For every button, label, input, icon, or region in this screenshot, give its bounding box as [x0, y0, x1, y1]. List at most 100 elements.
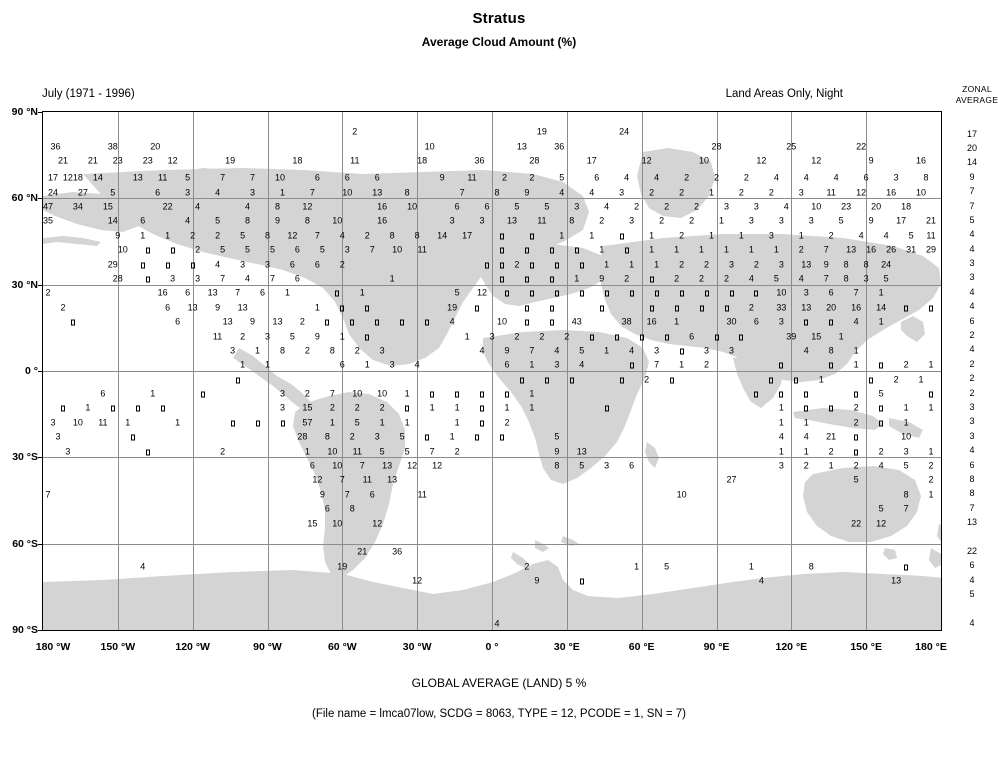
- map-cell-value: 5: [404, 446, 410, 457]
- map-cell-value: 5: [354, 417, 360, 428]
- map-cell-value: [879, 404, 884, 413]
- map-cell-value: 2: [828, 230, 834, 241]
- map-cell-value: 4: [579, 359, 585, 370]
- zero-value-glyph: [430, 391, 435, 398]
- map-cell-value: 12: [412, 575, 423, 586]
- map-cell-value: 9: [314, 331, 320, 341]
- map-cell-value: 1: [150, 388, 156, 399]
- longitude-tick-label: 120 °W: [175, 641, 210, 653]
- map-cell-value: 1: [529, 359, 535, 370]
- map-cell-value: [61, 404, 65, 413]
- map-cell-value: 3: [703, 345, 710, 356]
- map-cell-value: [679, 289, 684, 298]
- zero-value-glyph: [529, 233, 534, 240]
- map-cell-value: 7: [853, 287, 859, 298]
- map-cell-value: 4: [185, 215, 191, 226]
- map-cell-value: [480, 404, 484, 413]
- map-cell-value: 2: [853, 417, 859, 428]
- map-cell-value: 3: [604, 460, 610, 471]
- map-cell-value: 47: [43, 201, 54, 212]
- map-cell-value: 28: [297, 431, 308, 442]
- map-cell-value: 10: [342, 187, 353, 198]
- map-cell-value: 1: [529, 402, 535, 413]
- map-cell-value: 2: [878, 446, 884, 457]
- map-cell-value: 1: [778, 402, 784, 413]
- latitude-tick-label: 0 °: [25, 365, 38, 377]
- map-cell-value: [500, 260, 504, 269]
- map-cell-value: 39: [786, 331, 797, 341]
- zonal-average-value: 7: [969, 200, 975, 211]
- map-cell-value: 2: [674, 273, 680, 284]
- map-cell-value: 8: [808, 561, 814, 572]
- longitude-tick-label: 150 °E: [850, 641, 882, 653]
- map-cell-value: 11: [417, 244, 427, 255]
- map-cell-value: 8: [828, 345, 834, 356]
- map-cell-value: 22: [851, 518, 862, 528]
- map-cell-value: 29: [107, 259, 118, 269]
- zero-value-glyph: [425, 434, 430, 441]
- zero-value-glyph: [679, 348, 684, 355]
- map-cell-value: [604, 404, 609, 413]
- map-cell-value: 12: [312, 474, 323, 485]
- zero-value-glyph: [365, 305, 370, 312]
- map-cell-value: 2: [215, 230, 221, 241]
- map-cell-value: 2: [723, 273, 730, 284]
- map-cell-value: [475, 433, 479, 442]
- map-cell-value: [524, 246, 529, 255]
- map-cell-value: [475, 303, 479, 312]
- zonal-average-value: 7: [969, 502, 975, 513]
- zero-value-glyph: [679, 290, 684, 297]
- map-cell-value: 36: [554, 141, 565, 151]
- map-cell-value: 2: [703, 259, 710, 269]
- map-cell-value: [255, 418, 260, 427]
- map-cell-value: 26: [886, 244, 897, 255]
- map-cell-value: 4: [140, 561, 146, 572]
- map-cell-value: 1: [140, 230, 146, 241]
- zero-value-glyph: [549, 319, 554, 326]
- map-cell-value: [879, 361, 884, 370]
- map-cell-value: 8: [329, 345, 335, 356]
- map-cell-value: 15: [307, 518, 318, 528]
- map-cell-value: 4: [833, 172, 839, 183]
- map-cell-value: 17: [586, 155, 597, 166]
- map-cell-value: 1: [599, 244, 605, 255]
- map-cell-value: [400, 318, 405, 327]
- map-cell-value: 4: [853, 316, 859, 327]
- zonal-average-value: 6: [969, 459, 975, 470]
- map-cell-value: [500, 274, 504, 283]
- map-cell-value: 12: [287, 230, 298, 241]
- zonal-average-value: 5: [969, 214, 975, 225]
- zonal-average-value: 3: [969, 258, 975, 269]
- map-cell-value: 7: [220, 172, 226, 183]
- map-cell-value: 11: [926, 230, 936, 241]
- map-cell-value: 1: [604, 259, 610, 269]
- map-cell-value: 36: [392, 546, 403, 557]
- map-cell-value: 25: [786, 141, 797, 151]
- map-cell-value: 4: [654, 172, 660, 183]
- zonal-average-value: 6: [969, 560, 975, 571]
- longitude-tick-label: 90 °E: [703, 641, 730, 653]
- map-cell-value: 11: [212, 331, 223, 341]
- map-cell-value: 2: [828, 446, 834, 457]
- map-cell-value: 6: [504, 359, 510, 370]
- map-cell-value: 4: [494, 618, 500, 629]
- map-cell-value: 5: [903, 460, 909, 471]
- map-cell-value: 16: [646, 316, 657, 327]
- zero-value-glyph: [929, 391, 933, 398]
- zero-value-glyph: [854, 434, 859, 441]
- map-cell-value: [929, 390, 933, 399]
- map-cell-value: 6: [454, 201, 460, 212]
- map-cell-value: [754, 390, 759, 399]
- map-cell-value: 2: [299, 316, 305, 327]
- zero-value-glyph: [455, 391, 460, 398]
- map-cell-value: 2: [634, 201, 640, 212]
- zero-value-glyph: [579, 290, 584, 297]
- map-cell-value: 11: [362, 474, 372, 485]
- map-cell-value: 57: [302, 417, 313, 428]
- map-cell-value: [654, 289, 659, 298]
- map-cell-value: 21: [826, 431, 837, 442]
- map-cell-value: 1: [654, 259, 660, 269]
- page-title: Stratus: [472, 10, 526, 27]
- zero-value-glyph: [794, 377, 799, 384]
- map-cell-value: 13: [801, 302, 812, 313]
